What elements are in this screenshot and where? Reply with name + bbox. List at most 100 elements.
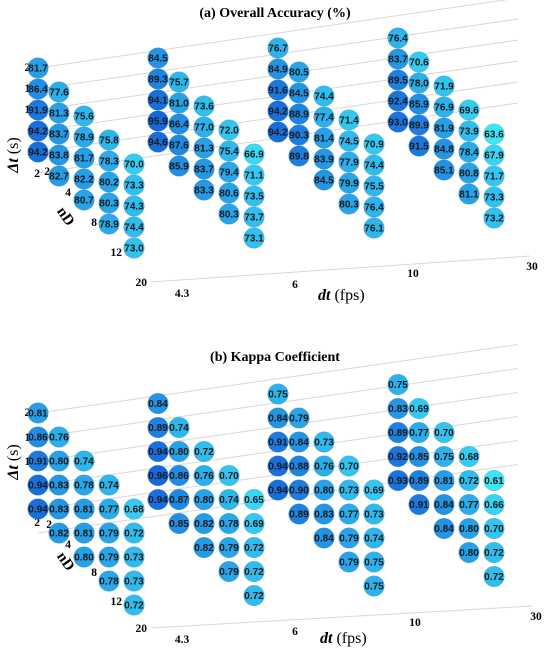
data-marker [338,172,360,194]
data-marker [387,48,409,70]
data-marker [48,102,70,124]
data-label: 0.94 [148,447,168,458]
data-marker [218,119,240,141]
data-marker [433,138,455,160]
data-label: 70.6 [409,58,429,69]
data-label: 83.7 [194,165,214,176]
dt-tick: 4.3 [175,288,190,300]
data-label: 74.4 [364,161,384,172]
data-label: 0.80 [169,447,189,458]
data-marker [193,488,215,511]
data-label: 0.86 [28,433,48,444]
dt-ticks: 4.3 6 10 30 [175,261,538,300]
data-marker [193,137,215,159]
data-label: 80.5 [289,68,309,79]
data-marker [147,131,169,153]
data-label: 0.84 [148,399,168,410]
data-label: 83.7 [388,55,408,66]
data-marker [27,141,49,163]
delta-t-tick: 2 [34,168,40,180]
data-label: 83.9 [314,155,334,166]
data-label: 0.93 [388,476,408,487]
data-label: 89.9 [409,121,429,132]
data-label: 0.94 [268,486,288,497]
delta-t-tick: 2 [34,517,40,529]
dt-tick: 30 [526,261,538,273]
data-marker [193,536,215,559]
nd-tick: 20 [136,277,148,289]
data-label: 0.74 [169,423,189,434]
panel-kappa: (b) Kappa Coefficient Δt (s) nD dt (fps)… [5,344,542,647]
data-marker [27,78,49,100]
data-marker [193,512,215,535]
data-marker [338,551,360,573]
data-marker [48,165,70,187]
data-marker [147,392,169,415]
dt-tick: 4.3 [175,634,190,646]
data-label: 0.92 [388,452,408,463]
dt-tick: 10 [409,617,421,629]
data-marker [288,503,310,525]
data-marker [363,527,385,549]
data-label: 0.82 [49,529,69,540]
data-label: 75.4 [219,147,239,158]
data-label: 0.76 [314,462,334,473]
data-label: 0.91 [409,500,429,511]
data-label: 0.74 [74,457,94,468]
data-marker [387,90,409,112]
data-marker [483,186,505,208]
data-label: 0.84 [268,414,288,425]
data-marker [483,493,505,516]
data-marker [387,445,409,468]
grid-line [37,344,519,414]
data-label: 0.73 [124,577,144,588]
data-marker [458,445,480,468]
data-label: 0.70 [434,428,454,439]
data-marker [147,464,169,487]
data-marker [288,479,310,501]
data-label: 0.81 [74,529,94,540]
data-label: 92.4 [388,97,408,108]
data-label: 0.89 [289,510,309,521]
data-marker [123,570,145,592]
data-label: 83.7 [49,130,69,141]
data-marker [27,120,49,142]
data-label: 76.4 [388,34,408,45]
data-marker [338,109,360,131]
data-marker [27,498,49,520]
data-label: 86.4 [169,120,189,131]
data-marker [288,431,310,453]
x-axis-label: dt (fps) [318,287,365,304]
nd-tick: 8 [91,217,97,229]
data-marker [147,68,169,90]
data-marker [193,116,215,138]
data-label: 94.2 [268,128,288,139]
data-marker [218,512,240,535]
data-label: 79.4 [219,168,239,179]
data-marker [168,488,190,511]
data-marker [458,183,480,205]
data-marker [147,440,169,463]
data-marker [288,145,310,167]
data-marker [408,493,430,516]
dt-tick: 10 [407,268,419,280]
data-marker [243,227,265,249]
data-label: 0.78 [99,577,119,588]
data-marker [363,154,385,176]
data-marker [243,536,265,559]
data-marker [338,130,360,152]
data-label: 73.6 [194,102,214,113]
data-marker [218,536,240,559]
data-label: 0.90 [289,486,309,497]
data-marker [73,189,95,211]
data-marker [408,72,430,94]
data-marker [363,196,385,218]
data-label: 76.4 [364,203,384,214]
dt-axis-line [150,255,531,283]
dt-tick: 6 [292,626,298,638]
data-label: 81.7 [28,64,48,75]
data-marker [98,522,120,544]
data-marker [48,450,70,472]
nd-tick: 2 [46,519,52,531]
data-marker [338,193,360,215]
